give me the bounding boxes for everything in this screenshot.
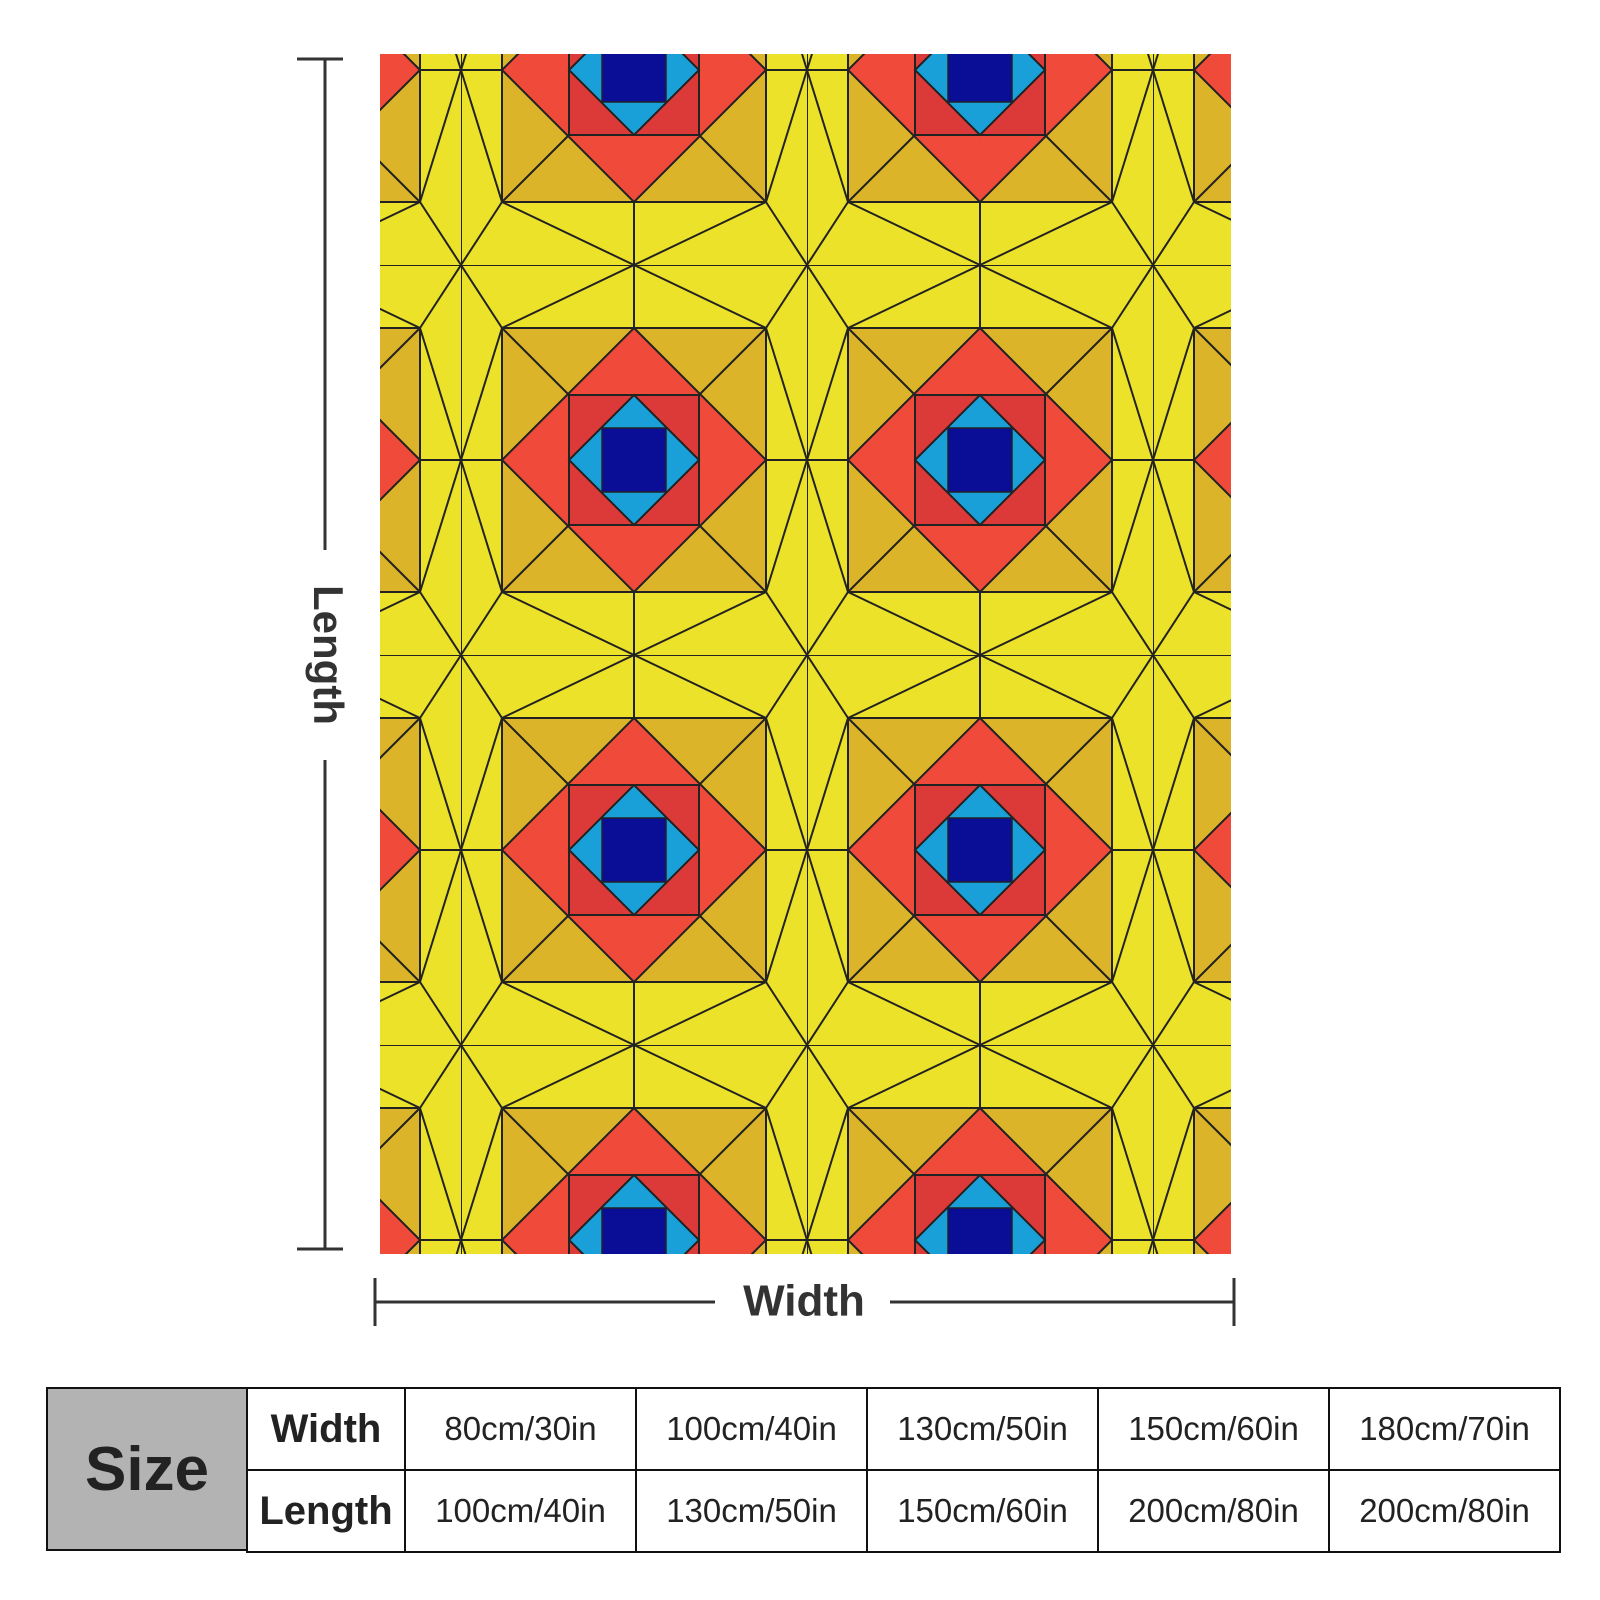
size-value: 150cm/60in <box>866 1469 1099 1553</box>
size-value: 100cm/40in <box>635 1387 868 1471</box>
length-label: Length <box>305 585 352 725</box>
width-label: Width <box>743 1277 865 1326</box>
size-header: Size <box>46 1387 248 1551</box>
row-header: Width <box>246 1387 406 1471</box>
size-value: 130cm/50in <box>866 1387 1099 1471</box>
size-value: 100cm/40in <box>404 1469 637 1553</box>
size-value: 130cm/50in <box>635 1469 868 1553</box>
row-header: Length <box>246 1469 406 1553</box>
size-value: 180cm/70in <box>1328 1387 1561 1471</box>
size-value: 200cm/80in <box>1097 1469 1330 1553</box>
size-value: 200cm/80in <box>1328 1469 1561 1553</box>
size-value: 150cm/60in <box>1097 1387 1330 1471</box>
size-value: 80cm/30in <box>404 1387 637 1471</box>
product-image: Length Width <box>297 54 1236 1326</box>
blanket <box>380 54 1231 1254</box>
